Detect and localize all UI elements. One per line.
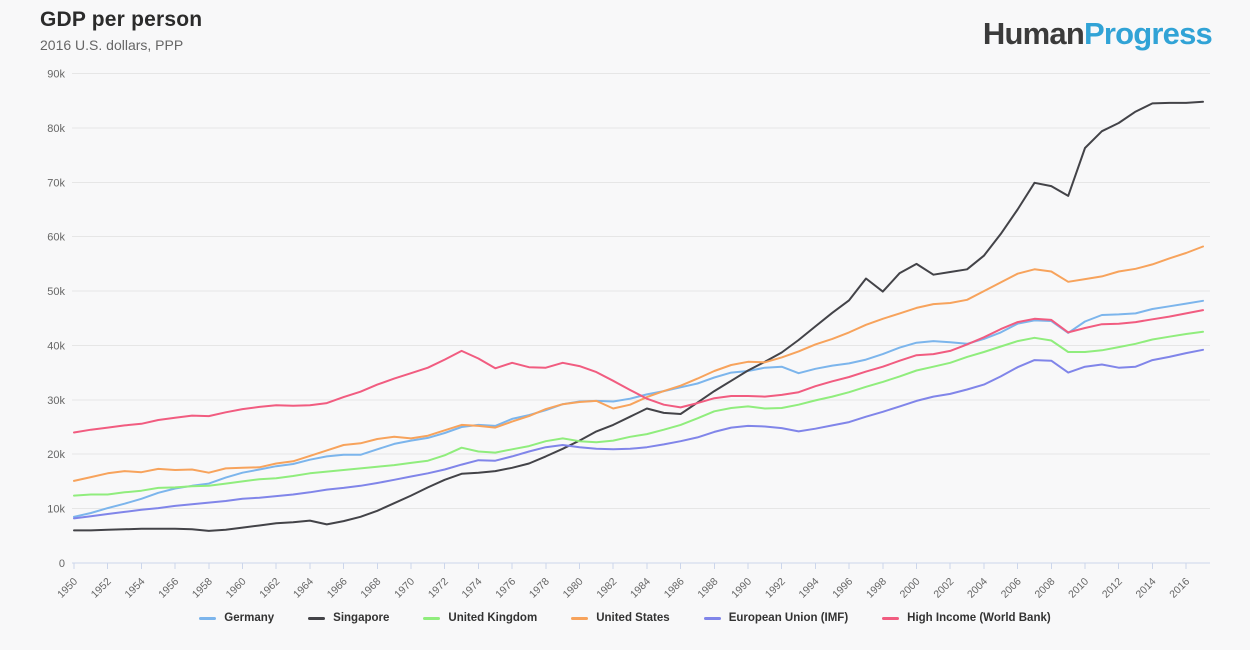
series-line-united-states[interactable] — [73, 245, 1204, 482]
legend-item-singapore[interactable]: Singapore — [308, 612, 389, 624]
y-axis-label: 80k — [47, 123, 65, 135]
legend-item-united-kingdom[interactable]: United Kingdom — [423, 612, 537, 624]
legend-marker-united-kingdom — [423, 616, 441, 620]
legend-marker-germany — [199, 616, 217, 620]
legend-label: United States — [596, 612, 670, 624]
x-axis-label: 2014 — [1134, 576, 1159, 601]
legend-label: Germany — [224, 612, 275, 624]
y-axis-label: 30k — [47, 395, 65, 407]
x-axis-label: 2006 — [999, 576, 1024, 601]
legend-item-high-income-world-bank[interactable]: High Income (World Bank) — [882, 612, 1051, 624]
y-axis-label: 10k — [47, 504, 65, 516]
x-axis-label: 1974 — [460, 576, 485, 601]
x-axis-label: 1960 — [224, 576, 249, 601]
legend-marker-european-union-imf — [703, 616, 721, 620]
x-axis-label: 2008 — [1032, 576, 1057, 601]
x-axis-label: 2010 — [1066, 576, 1091, 601]
legend-marker-singapore — [308, 616, 326, 620]
logo-text-human: Human — [982, 16, 1085, 51]
x-axis-label: 1972 — [426, 576, 451, 601]
legend-item-germany[interactable]: Germany — [199, 612, 274, 624]
x-axis-label: 1970 — [392, 576, 417, 601]
x-axis-label: 1956 — [156, 576, 181, 601]
series-line-united-kingdom[interactable] — [73, 330, 1204, 497]
x-axis-label: 1998 — [864, 576, 889, 601]
humanprogress-logo: HumanProgress — [982, 16, 1213, 52]
legend-marker-high-income-world-bank — [882, 616, 900, 620]
legend-label: United Kingdom — [448, 612, 538, 624]
series-line-high-income-world-bank[interactable] — [73, 309, 1204, 434]
x-axis-label: 1968 — [358, 576, 383, 601]
legend-label: Singapore — [333, 612, 390, 624]
x-axis-label: 2000 — [898, 576, 923, 601]
y-axis-label: 50k — [47, 286, 65, 298]
x-axis-label: 1982 — [594, 576, 619, 601]
x-axis-label: 1964 — [291, 576, 316, 601]
legend-item-united-states[interactable]: United States — [571, 612, 670, 624]
x-axis-label: 1996 — [830, 576, 855, 601]
x-axis-label: 1986 — [662, 576, 687, 601]
x-axis-label: 1952 — [89, 576, 114, 601]
x-axis-label: 1980 — [561, 576, 586, 601]
legend-label: High Income (World Bank) — [907, 612, 1051, 624]
x-axis-label: 2016 — [1167, 576, 1192, 601]
x-axis-label: 1988 — [695, 576, 720, 601]
x-axis-label: 1992 — [763, 576, 788, 601]
x-axis-label: 1954 — [123, 576, 148, 601]
x-axis-label: 1958 — [190, 576, 215, 601]
x-axis-label: 1978 — [527, 576, 552, 601]
x-axis-label: 2004 — [965, 576, 990, 601]
x-axis-label: 1990 — [729, 576, 754, 601]
x-axis-label: 1950 — [55, 576, 80, 601]
x-axis-label: 1966 — [325, 576, 350, 601]
chart-title: GDP per person — [40, 8, 203, 31]
y-axis-label: 20k — [47, 449, 65, 461]
legend-marker-united-states — [571, 616, 589, 620]
x-axis-label: 1976 — [493, 576, 518, 601]
series-line-european-union-imf[interactable] — [73, 348, 1204, 520]
x-axis-label: 1984 — [628, 576, 653, 601]
chart-legend: Germany Singapore United Kingdom United Sta… — [0, 612, 1250, 624]
logo-text-progress: Progress — [1084, 16, 1213, 51]
x-axis-label: 2002 — [931, 576, 956, 601]
y-axis-label: 90k — [47, 69, 65, 81]
legend-item-european-union-imf[interactable]: European Union (IMF) — [703, 612, 849, 624]
series-line-singapore[interactable] — [73, 100, 1204, 532]
chart-subtitle: 2016 U.S. dollars, PPP — [40, 37, 184, 53]
x-axis-label: 1962 — [257, 576, 282, 601]
series-line-germany[interactable] — [73, 299, 1204, 518]
x-axis-label: 1994 — [797, 576, 822, 601]
y-axis-label: 0 — [59, 558, 65, 570]
y-axis-label: 40k — [47, 340, 65, 352]
y-axis-label: 70k — [47, 177, 65, 189]
y-axis-label: 60k — [47, 232, 65, 244]
legend-label: European Union (IMF) — [728, 612, 849, 624]
x-axis-label: 2012 — [1100, 576, 1125, 601]
